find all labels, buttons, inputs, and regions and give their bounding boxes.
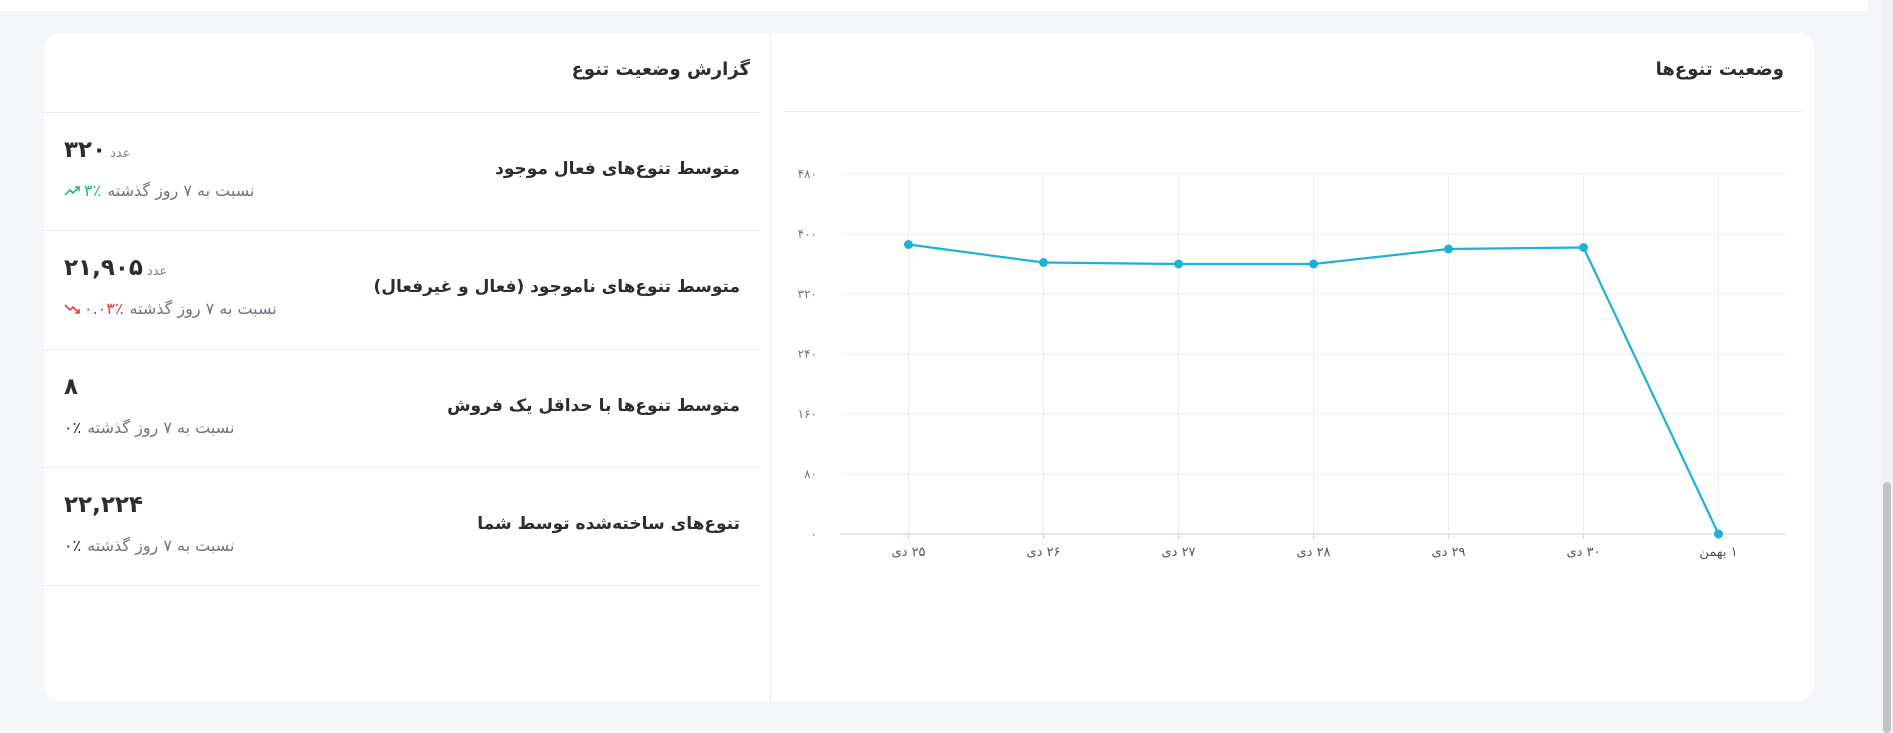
- chart-panel-title: وضعیت تنوع‌ها: [1655, 59, 1784, 80]
- stat-value: ۸: [64, 374, 82, 400]
- comparison-text: نسبت به ۷ روز گذشته: [87, 536, 235, 555]
- stat-number: ۳۲۰: [64, 137, 107, 163]
- data-point: [1174, 259, 1183, 269]
- comparison-text: نسبت به ۷ روز گذشته: [129, 299, 277, 318]
- stat-value: ۲۲,۲۲۴: [64, 492, 147, 518]
- comparison-text: نسبت به ۷ روز گذشته: [87, 418, 235, 437]
- data-point: [1444, 244, 1453, 254]
- x-tick-label: ۲۹ دی: [1431, 545, 1465, 560]
- stat-row-min-one-sale: متوسط تنوع‌ها با حداقل یک فروش ۸ نسبت به…: [44, 350, 760, 468]
- variety-line-chart: ۰ ۸۰ ۱۶۰ ۲۴۰ ۳۲۰ ۴۰۰ ۴۸۰ ۲۵ دی ۲۶ دی ۲۷ دی ۲۸ دی ۲۹…: [798, 167, 1786, 560]
- stat-value: عدد ۲۱,۹۰۵: [64, 255, 167, 281]
- change-indicator: ۳٪: [64, 181, 101, 200]
- stat-label: متوسط تنوع‌های فعال موجود: [495, 159, 740, 179]
- report-divider: [44, 112, 760, 113]
- report-divider: [44, 230, 760, 231]
- x-tick-label: ۲۸ دی: [1296, 545, 1330, 560]
- data-point: [1714, 529, 1723, 539]
- comparison-text: نسبت به ۷ روز گذشته: [107, 181, 255, 200]
- data-point: [1309, 259, 1318, 269]
- y-tick-label: ۴۰۰: [798, 227, 817, 241]
- report-divider: [44, 467, 760, 468]
- stat-unit: عدد: [110, 146, 131, 161]
- variety-chart-panel: وضعیت تنوع‌ها ۰ ۸۰ ۱۶۰ ۲۴۰ ۳۲۰ ۴۰۰ ۴۸۰ ۲۵ دی ۲۶ …: [771, 33, 1814, 701]
- top-bar: [0, 0, 1868, 11]
- y-tick-label: ۲۴۰: [798, 347, 817, 361]
- change-value: ۰٪: [64, 536, 82, 555]
- data-point: [1039, 258, 1048, 267]
- stat-label: متوسط تنوع‌های ناموجود (فعال و غیرفعال): [373, 277, 740, 297]
- change-value: ۰.۰۳٪: [84, 299, 124, 318]
- x-tick-label: ۲۶ دی: [1026, 545, 1060, 560]
- stat-value: عدد ۳۲۰: [64, 137, 131, 163]
- stat-comparison: نسبت به ۷ روز گذشته ۰.۰۳٪: [64, 299, 277, 318]
- trend-up-icon: [64, 185, 80, 196]
- x-tick-label: ۳۰ دی: [1566, 545, 1600, 560]
- x-tick-label: ۱ بهمن: [1699, 545, 1737, 560]
- stat-row-active-available: متوسط تنوع‌های فعال موجود عدد ۳۲۰ نسبت ب…: [44, 113, 760, 231]
- y-tick-label: ۳۲۰: [798, 287, 817, 301]
- y-tick-label: ۱۶۰: [798, 407, 817, 421]
- y-tick-label: ۸۰: [804, 467, 817, 481]
- stat-unit: عدد: [146, 264, 168, 279]
- stat-label: متوسط تنوع‌ها با حداقل یک فروش: [447, 396, 740, 416]
- y-tick-label: ۰: [811, 527, 817, 541]
- stat-row-created-by-you: تنوع‌های ساخته‌شده توسط شما ۲۲,۲۲۴ نسبت …: [44, 468, 760, 586]
- stat-comparison: نسبت به ۷ روز گذشته ۰٪: [64, 536, 234, 555]
- change-indicator: ۰٪: [64, 418, 81, 437]
- data-point: [904, 240, 913, 249]
- x-tick-label: ۲۵ دی: [891, 545, 925, 560]
- trend-down-icon: [64, 303, 80, 314]
- report-divider: [44, 349, 760, 350]
- x-tick-label: ۲۷ دی: [1161, 545, 1195, 560]
- change-value: ۰٪: [64, 418, 82, 437]
- stat-number: ۸: [64, 374, 79, 400]
- stat-comparison: نسبت به ۷ روز گذشته ۳٪: [64, 181, 254, 200]
- stat-number: ۲۲,۲۲۴: [64, 492, 143, 518]
- scrollbar-track[interactable]: [1881, 0, 1893, 733]
- stat-label: تنوع‌های ساخته‌شده توسط شما: [477, 514, 740, 534]
- report-panel-title: گزارش وضعیت تنوع: [571, 59, 750, 80]
- variety-status-card: وضعیت تنوع‌ها ۰ ۸۰ ۱۶۰ ۲۴۰ ۳۲۰ ۴۰۰ ۴۸۰ ۲۵ دی ۲۶ …: [44, 33, 1814, 701]
- stat-comparison: نسبت به ۷ روز گذشته ۰٪: [64, 418, 234, 437]
- stat-number: ۲۱,۹۰۵: [64, 255, 143, 281]
- chart-panel-divider: [783, 111, 1802, 112]
- y-tick-label: ۴۸۰: [798, 167, 817, 181]
- report-divider: [44, 585, 760, 586]
- panel-divider: [770, 33, 771, 701]
- change-indicator: ۰.۰۳٪: [64, 299, 123, 318]
- change-indicator: ۰٪: [64, 536, 81, 555]
- change-value: ۳٪: [84, 181, 102, 200]
- data-point: [1579, 243, 1588, 252]
- scrollbar-thumb[interactable]: [1883, 482, 1891, 733]
- variety-report-panel: گزارش وضعیت تنوع متوسط تنوع‌های فعال موج…: [44, 33, 770, 701]
- stat-row-unavailable: متوسط تنوع‌های ناموجود (فعال و غیرفعال) …: [44, 231, 760, 349]
